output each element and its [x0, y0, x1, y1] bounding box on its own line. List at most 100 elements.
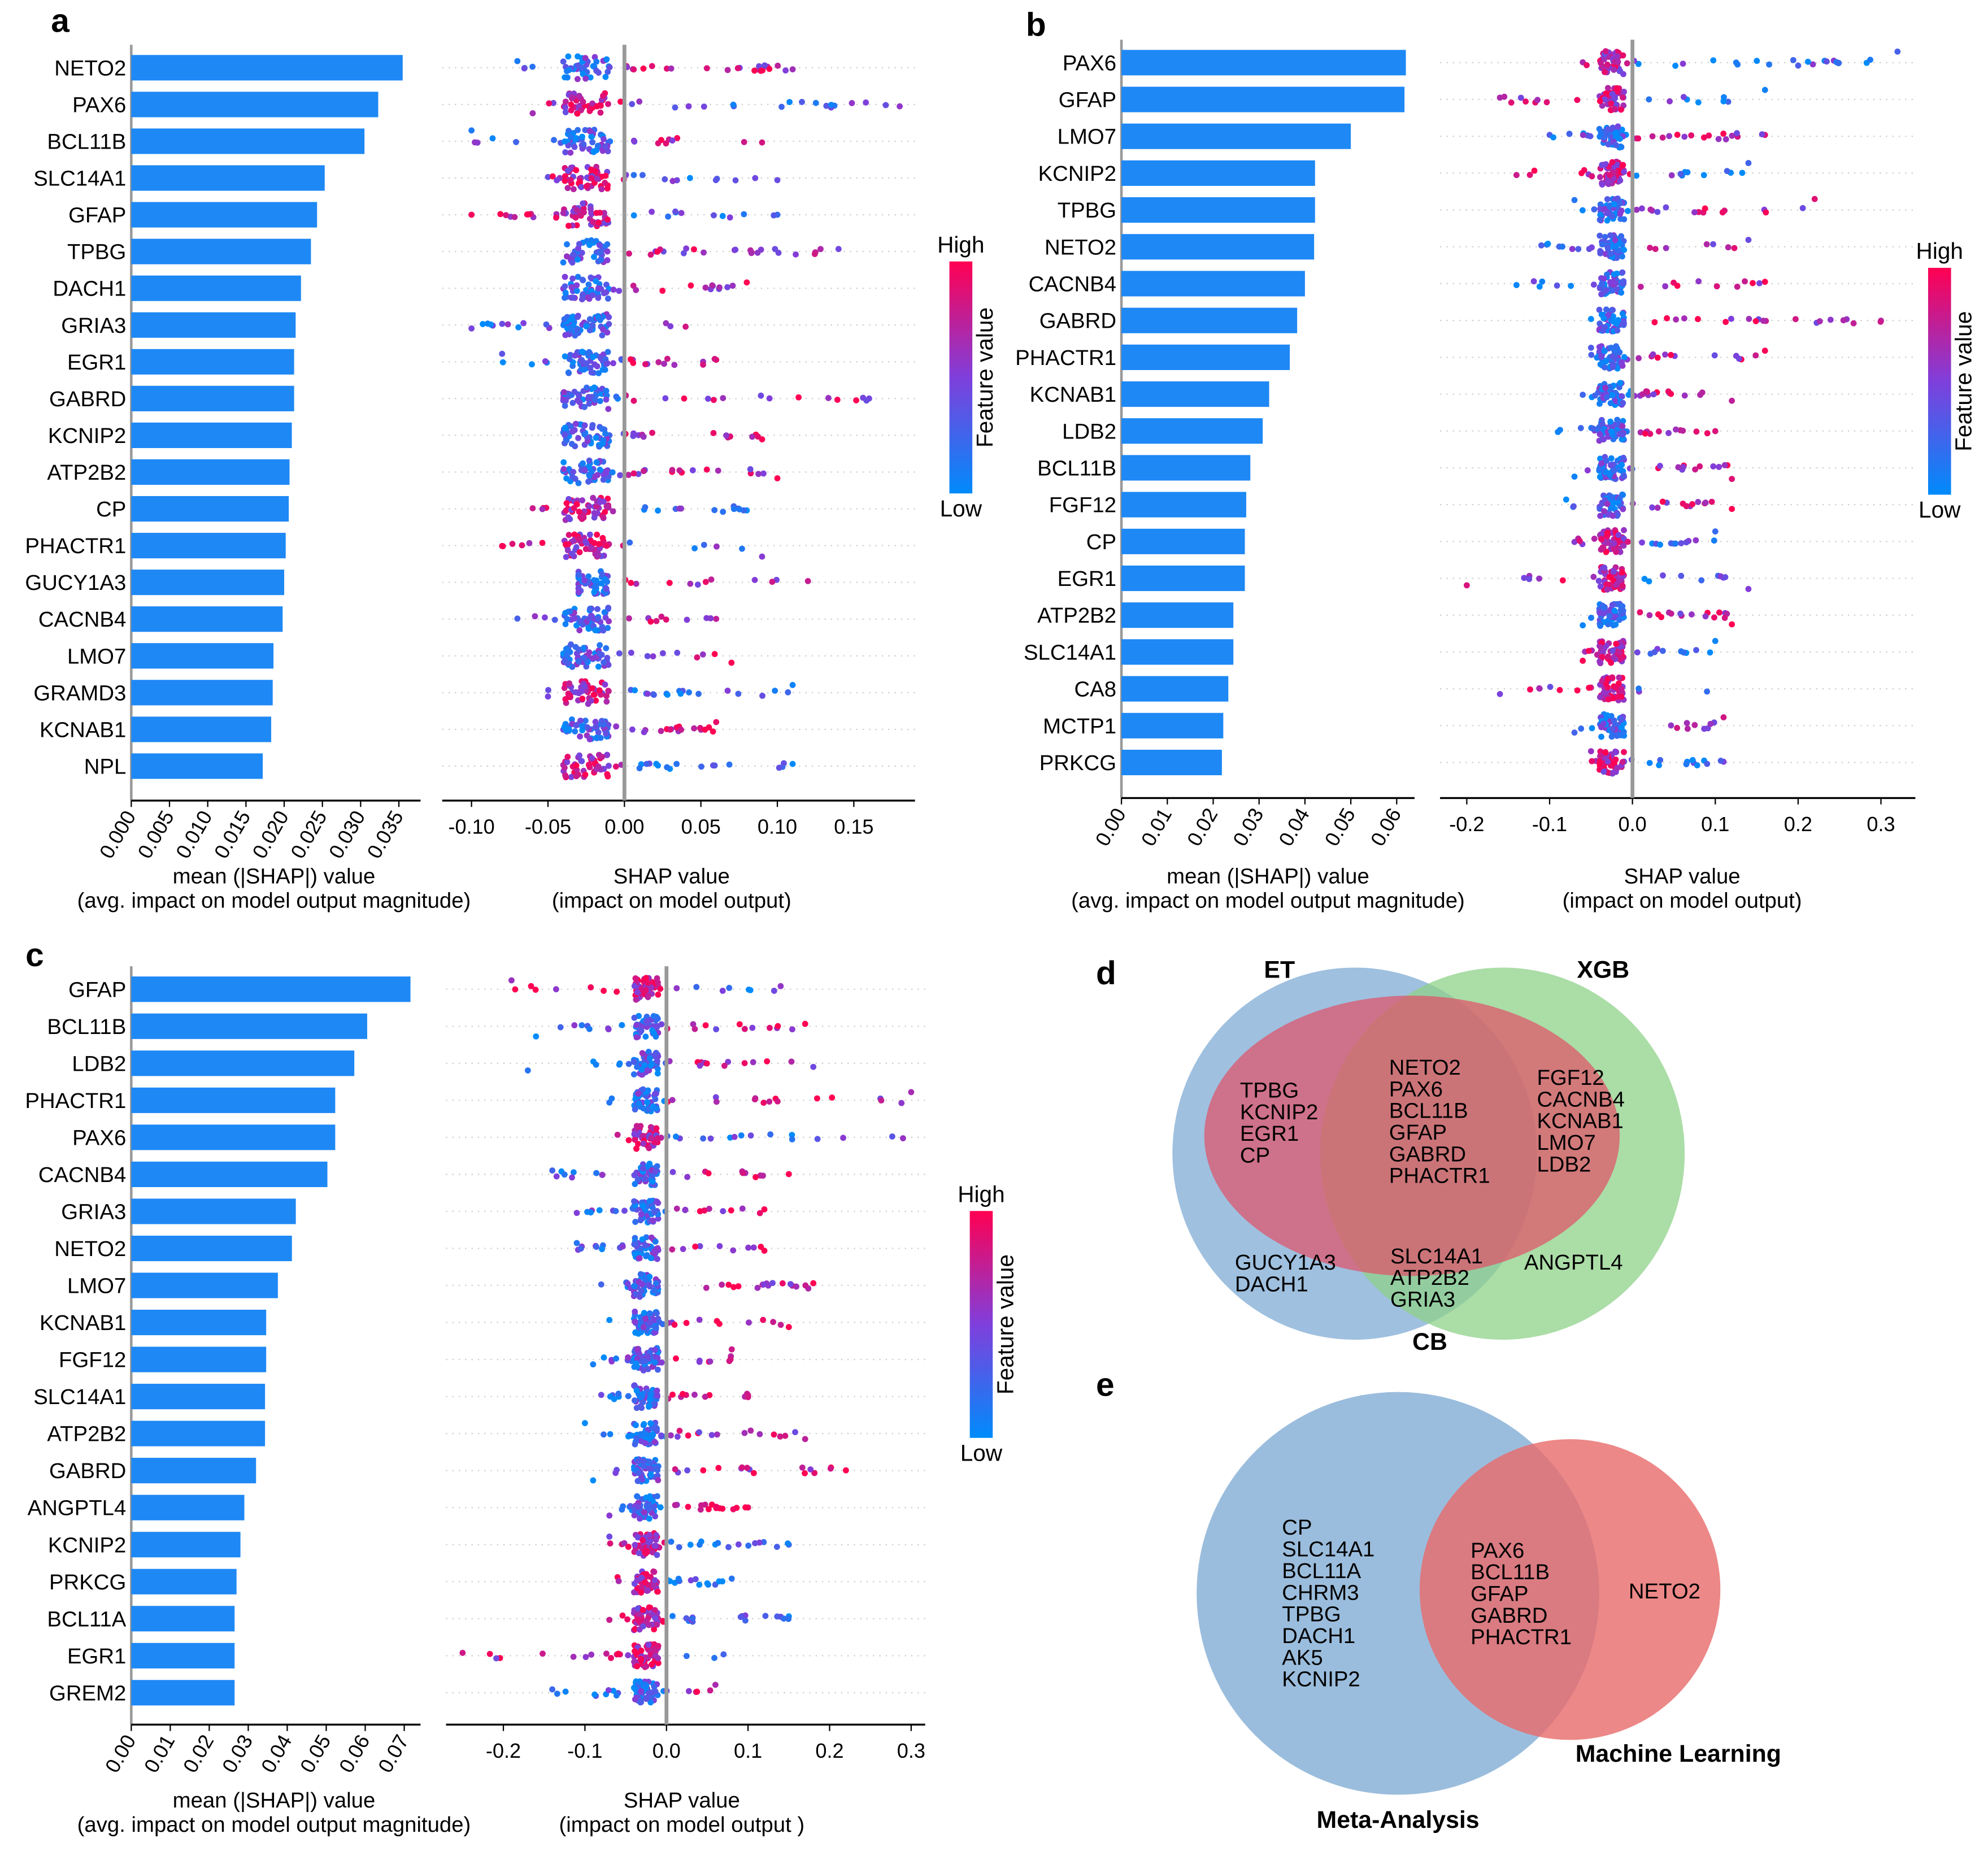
shap-point-TPBG — [811, 251, 818, 257]
shap-point-EGR1 — [1717, 573, 1724, 580]
shap-point-FGF12 — [1597, 506, 1603, 512]
shap-point-SLC14A1 — [1693, 647, 1699, 653]
shap-point-CP — [1611, 546, 1617, 552]
shap-point-CACNB4 — [1637, 284, 1644, 290]
shap-point-EGR1 — [630, 359, 637, 366]
shap-point-PRKCG — [1717, 758, 1724, 764]
shap-point-ANGPTL4 — [637, 1515, 643, 1522]
shap-point-KCNAB1 — [597, 735, 604, 741]
shap-point-GRIA3 — [504, 321, 511, 328]
shap-point-PAX6 — [1615, 58, 1621, 65]
shap-point-GREM2 — [630, 1684, 637, 1691]
shap-xlabel-sub: (impact on model output) — [552, 888, 791, 913]
shap-point-GABRD — [605, 406, 612, 412]
shap-point-PAX6 — [635, 1141, 641, 1147]
shap-point-NETO2 — [668, 65, 675, 72]
shap-point-EGR1 — [638, 1656, 644, 1662]
shap-point-GRAMD3 — [735, 690, 742, 697]
shap-point-MCTP1 — [1578, 725, 1585, 732]
shap-point-SLC14A1 — [583, 183, 590, 190]
shap-point-FGF12 — [1609, 512, 1616, 519]
shap-point-EGR1 — [655, 1643, 662, 1649]
shap-point-BCL11B — [1618, 467, 1625, 474]
shap-point-GRIA3 — [520, 320, 527, 327]
shap-point-PAX6 — [562, 104, 569, 111]
shap-point-LDB2 — [1607, 418, 1614, 425]
shap-point-GFAP — [632, 975, 639, 981]
shap-point-GRAMD3 — [581, 683, 588, 689]
colorbar-label: Feature value — [972, 307, 998, 447]
shap-point-ATP2B2 — [689, 467, 696, 473]
bar-tick-label: 0.02 — [179, 1731, 219, 1776]
shap-point-GFAP — [580, 200, 586, 207]
shap-point-NETO2 — [1599, 241, 1606, 247]
gene-label: LDB2 — [1537, 1152, 1591, 1176]
shap-point-LMO7 — [694, 654, 701, 661]
shap-point-TPBG — [564, 241, 570, 247]
bar-ATP2B2 — [131, 1420, 266, 1446]
bar-PAX6 — [131, 92, 379, 118]
shap-point-KCNIP2 — [1677, 171, 1684, 177]
shap-point-GRIA3 — [682, 323, 689, 330]
shap-point-PAX6 — [863, 99, 869, 106]
shap-point-PHACTR1 — [669, 1097, 676, 1103]
shap-point-KCNAB1 — [565, 726, 572, 733]
shap-point-CACNB4 — [1662, 283, 1669, 290]
bar-tick-label: 0.06 — [334, 1731, 375, 1776]
shap-point-BCL11B — [1716, 463, 1722, 470]
shap-point-BCL11B — [690, 1021, 697, 1028]
shap-point-LMO7 — [1605, 141, 1612, 147]
shap-point-NPL — [595, 763, 602, 770]
shap-point-EGR1 — [655, 1655, 662, 1662]
shap-point-TPBG — [604, 241, 611, 247]
shap-point-PHACTR1 — [509, 541, 516, 547]
shap-point-KCNAB1 — [1607, 400, 1614, 406]
shap-point-BCL11B — [571, 1022, 578, 1028]
feature-label: LDB2 — [72, 1051, 126, 1076]
shap-point-KCNAB1 — [1602, 385, 1608, 391]
shap-point-KCNIP2 — [599, 425, 606, 432]
shap-point-FGF12 — [625, 1354, 631, 1361]
bar-LMO7 — [131, 643, 274, 669]
shap-point-TPBG — [1579, 207, 1586, 214]
shap-point-GABRD — [585, 394, 592, 400]
shap-point-TPBG — [576, 241, 582, 247]
shap-point-GREM2 — [651, 1683, 658, 1690]
venn-label-cb: CB — [1412, 1328, 1447, 1355]
feature-label: FGF12 — [1049, 493, 1116, 518]
shap-point-TPBG — [835, 246, 842, 253]
bar-ANGPTL4 — [131, 1494, 245, 1520]
bar-xlabel-sub: (avg. impact on model output magnitude) — [77, 1813, 471, 1837]
shap-point-BCL11A — [636, 1611, 643, 1618]
shap-point-CACNB4 — [592, 627, 599, 633]
shap-point-PAX6 — [574, 110, 581, 117]
shap-point-GRIA3 — [682, 1206, 689, 1213]
shap-point-BCL11B — [604, 148, 611, 155]
bar-GREM2 — [131, 1680, 235, 1706]
shap-point-ATP2B2 — [640, 468, 647, 475]
shap-point-GFAP — [532, 987, 539, 993]
shap-point-NETO2 — [593, 67, 600, 74]
shap-point-LMO7 — [1722, 136, 1729, 142]
bar-tick-label: 0.06 — [1366, 804, 1406, 850]
shap-point-PRKCG — [615, 1578, 622, 1584]
shap-point-GABRD — [766, 395, 773, 402]
shap-point-BCL11B — [489, 135, 496, 142]
shap-point-PAX6 — [1635, 60, 1642, 67]
gene-label: NETO2 — [1629, 1579, 1700, 1604]
shap-point-CACNB4 — [632, 1181, 638, 1187]
shap-point-CA8 — [1574, 687, 1581, 694]
shap-point-NETO2 — [574, 76, 581, 82]
shap-point-LMO7 — [1734, 130, 1740, 137]
shap-point-TPBG — [691, 246, 697, 253]
shap-point-NETO2 — [564, 74, 571, 81]
bar-EGR1 — [131, 1643, 235, 1668]
shap-point-PRKCG — [651, 1568, 658, 1575]
shap-point-PAX6 — [1734, 61, 1741, 68]
bar-PRKCG — [131, 1568, 237, 1594]
shap-point-TPBG — [596, 242, 603, 249]
shap-point-PAX6 — [653, 1125, 660, 1132]
shap-point-BCL11B — [702, 1022, 709, 1029]
feature-label: GREM2 — [49, 1681, 126, 1705]
shap-point-GABRD — [1610, 313, 1616, 320]
